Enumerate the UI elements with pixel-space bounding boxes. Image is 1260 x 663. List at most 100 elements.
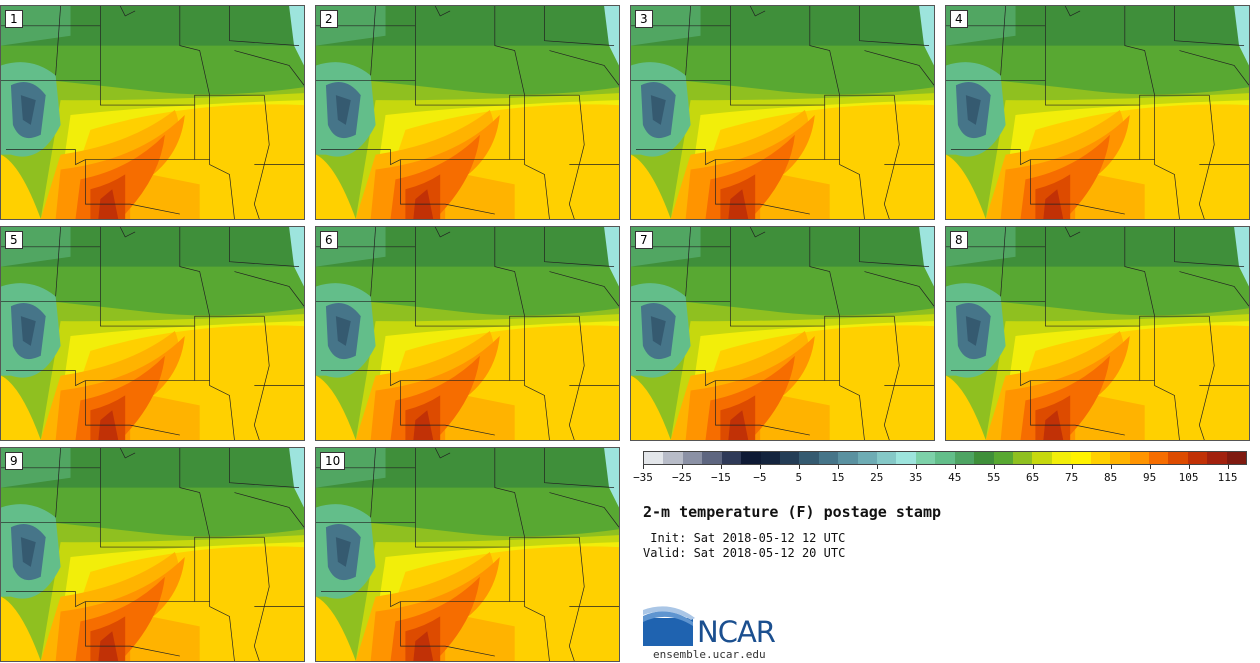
website-url: ensemble.ucar.edu <box>653 648 766 661</box>
ensemble-member-map: 3 <box>630 5 935 220</box>
colorbar-segment <box>682 452 703 464</box>
colorbar-segment <box>1168 452 1188 464</box>
colorbar-segment <box>857 452 878 464</box>
colorbar-tick-label: −25 <box>672 471 692 484</box>
member-number-label: 9 <box>5 452 23 470</box>
colorbar-segment <box>1032 452 1052 464</box>
colorbar-tick-label: 75 <box>1065 471 1079 484</box>
colorbar-tick <box>720 465 722 469</box>
colorbar-tick <box>1032 465 1034 469</box>
ensemble-member-map: 10 <box>315 447 620 662</box>
colorbar-segment <box>935 452 955 464</box>
temperature-map <box>1 448 304 661</box>
ensemble-member-map: 1 <box>0 5 305 220</box>
colorbar-tick-label: 65 <box>1026 471 1040 484</box>
temperature-map <box>946 6 1249 219</box>
colorbar-tick-label: −5 <box>753 471 767 484</box>
colorbar-tick <box>837 465 839 469</box>
colorbar-segment <box>974 452 994 464</box>
colorbar-segment <box>779 452 800 464</box>
member-number-label: 1 <box>5 10 23 28</box>
temperature-map <box>1 6 304 219</box>
colorbar-segment <box>1129 452 1149 464</box>
member-number-label: 10 <box>320 452 346 470</box>
colorbar-tick-label: 5 <box>795 471 803 484</box>
ensemble-member-map: 2 <box>315 5 620 220</box>
colorbar-tick-label: 115 <box>1217 471 1238 484</box>
temperature-map <box>316 448 619 661</box>
colorbar-segment <box>1071 452 1091 464</box>
colorbar-tick-label: 55 <box>987 471 1001 484</box>
colorbar-tick <box>993 465 995 469</box>
colorbar-tick-label: 35 <box>909 471 923 484</box>
temperature-map <box>1 227 304 440</box>
colorbar-tick <box>876 465 878 469</box>
temperature-map <box>631 6 934 219</box>
ensemble-member-map: 7 <box>630 226 935 441</box>
colorbar-segment <box>877 452 897 464</box>
colorbar-segment <box>954 452 975 464</box>
colorbar-tick <box>1110 465 1112 469</box>
colorbar-segment <box>799 452 819 464</box>
ensemble-member-map: 9 <box>0 447 305 662</box>
temperature-colorbar <box>643 451 1247 465</box>
colorbar-segment <box>644 452 664 464</box>
colorbar-segment <box>818 452 839 464</box>
colorbar-segment <box>741 452 761 464</box>
colorbar-segment <box>993 452 1014 464</box>
colorbar-segment <box>702 452 722 464</box>
init-time: Init: Sat 2018-05-12 12 UTC <box>643 531 846 545</box>
ensemble-member-map: 5 <box>0 226 305 441</box>
colorbar-segment <box>1207 452 1227 464</box>
colorbar-tick-label: −15 <box>710 471 731 484</box>
colorbar-segment <box>915 452 936 464</box>
colorbar-tick-label: −35 <box>633 471 653 484</box>
member-number-label: 5 <box>5 231 23 249</box>
member-number-label: 4 <box>950 10 968 28</box>
colorbar-segment <box>1110 452 1130 464</box>
colorbar-tick-label: 105 <box>1178 471 1199 484</box>
figure-title: 2-m temperature (F) postage stamp <box>643 503 942 521</box>
colorbar-tick <box>1188 465 1190 469</box>
ncar-logo-text: NCAR <box>697 615 776 649</box>
colorbar-segment <box>1051 452 1072 464</box>
member-number-label: 2 <box>320 10 338 28</box>
colorbar-tick-label: 95 <box>1142 471 1157 484</box>
colorbar-segment <box>1090 452 1111 464</box>
colorbar-tick <box>915 465 917 469</box>
colorbar-tick <box>681 465 683 469</box>
colorbar-segment <box>1013 452 1033 464</box>
colorbar-tick <box>954 465 956 469</box>
colorbar-tick-label: 25 <box>870 471 884 484</box>
member-number-label: 6 <box>320 231 338 249</box>
member-number-label: 7 <box>635 231 653 249</box>
colorbar-tick <box>1149 465 1151 469</box>
colorbar-segment <box>760 452 780 464</box>
colorbar-tick-label: 45 <box>948 471 962 484</box>
valid-time: Valid: Sat 2018-05-12 20 UTC <box>643 546 846 560</box>
colorbar-ticks: −35 −25 −15 −5 5 15 25 35 45 55 65 75 85 95 105 115 <box>633 465 1247 485</box>
colorbar-tick <box>1071 465 1073 469</box>
temperature-map <box>631 227 934 440</box>
ensemble-member-map: 6 <box>315 226 620 441</box>
ncar-logo-icon <box>643 606 695 646</box>
member-number-label: 3 <box>635 10 653 28</box>
colorbar-tick <box>759 465 761 469</box>
temperature-map <box>316 227 619 440</box>
colorbar-tick <box>643 465 644 469</box>
colorbar-tick-label: 85 <box>1103 471 1118 484</box>
ensemble-member-map: 4 <box>945 5 1250 220</box>
colorbar-tick-label: 15 <box>831 471 845 484</box>
ensemble-member-map: 8 <box>945 226 1250 441</box>
colorbar-segment <box>896 452 916 464</box>
temperature-map <box>316 6 619 219</box>
colorbar-segment <box>721 452 742 464</box>
colorbar-segment <box>1226 452 1247 464</box>
colorbar-segment <box>838 452 858 464</box>
temperature-map <box>946 227 1249 440</box>
member-number-label: 8 <box>950 231 968 249</box>
colorbar-segment <box>1148 452 1169 464</box>
colorbar-tick <box>798 465 800 469</box>
colorbar-tick <box>1227 465 1229 469</box>
colorbar-segment <box>1187 452 1208 464</box>
